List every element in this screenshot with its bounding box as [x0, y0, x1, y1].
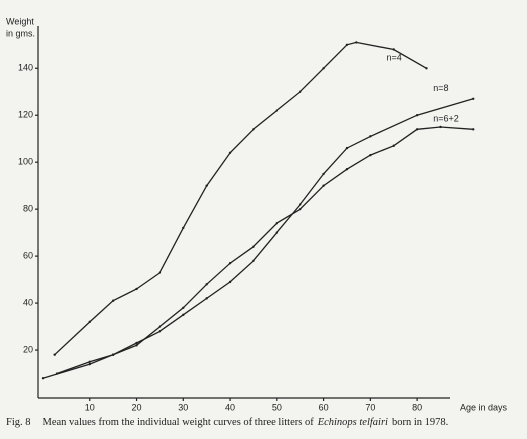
- data-point: [205, 283, 208, 286]
- data-point: [392, 48, 395, 51]
- data-point: [392, 144, 395, 147]
- data-point: [415, 114, 419, 117]
- data-point: [252, 245, 255, 248]
- data-point: [182, 226, 185, 230]
- data-point: [345, 168, 349, 171]
- data-point: [135, 341, 138, 345]
- x-tick-label: 80: [412, 402, 422, 412]
- x-axis-label: Age in days: [460, 402, 508, 412]
- x-tick-label: 50: [272, 402, 282, 412]
- x-tick-label: 60: [319, 402, 329, 412]
- chart: Weight in gms. Age in days 20 40 60 80 100 12…: [6, 16, 508, 412]
- data-point: [322, 67, 325, 70]
- data-point: [415, 128, 419, 131]
- x-tick-label: 70: [365, 402, 375, 412]
- data-point: [345, 43, 349, 46]
- y-axis-label: in gms.: [6, 28, 35, 38]
- data-point: [252, 259, 255, 263]
- series-label: n=8: [433, 83, 448, 93]
- x-tick-label: 10: [85, 402, 95, 412]
- data-point: [299, 90, 302, 93]
- y-tick-label: 100: [18, 157, 33, 167]
- line-series: [42, 98, 474, 379]
- data-point: [228, 151, 232, 154]
- y-tick-label: 20: [23, 344, 33, 354]
- data-point: [55, 372, 59, 375]
- data-point: [322, 184, 325, 187]
- data-point: [158, 325, 162, 328]
- series-label: n=6+2: [433, 114, 459, 124]
- caption-text: born in 1978.: [391, 417, 449, 428]
- y-tick-label: 80: [23, 204, 33, 214]
- y-tick-label: 140: [18, 63, 33, 73]
- data-point: [322, 172, 325, 176]
- data-point: [111, 299, 115, 302]
- caption: Fig. 8 Mean values from the individual we…: [6, 417, 526, 428]
- data-point: [205, 184, 208, 187]
- data-point: [182, 313, 185, 317]
- data-point: [275, 109, 279, 112]
- data-point: [135, 287, 138, 291]
- data-point: [53, 353, 56, 356]
- y-tick-label: 120: [18, 110, 33, 120]
- caption-species: Echinops telfairi: [317, 417, 388, 428]
- data-point: [228, 280, 232, 284]
- y-tick-label: 60: [23, 250, 33, 260]
- caption-text: Mean values from the individual weight c…: [42, 417, 314, 428]
- data-point: [369, 153, 372, 157]
- data-point: [275, 231, 279, 234]
- data-point: [369, 135, 372, 138]
- data-point: [472, 128, 475, 131]
- data-point: [425, 67, 428, 70]
- data-point: [158, 330, 162, 333]
- data-point: [299, 207, 302, 211]
- y-axis-label: Weight: [6, 16, 34, 26]
- line-series: [56, 126, 474, 375]
- y-tick-label: 40: [23, 297, 33, 307]
- data-point: [472, 97, 475, 100]
- x-tick-label: 40: [225, 402, 235, 412]
- data-point: [182, 306, 185, 309]
- data-point: [135, 344, 138, 347]
- series-label: n=4: [386, 53, 401, 63]
- data-point: [228, 261, 232, 265]
- line-series: [54, 41, 427, 356]
- data-point: [439, 125, 442, 129]
- data-point: [205, 297, 208, 300]
- data-point: [88, 320, 91, 324]
- data-point: [88, 362, 91, 366]
- data-point: [252, 128, 255, 131]
- x-tick-label: 20: [132, 402, 142, 412]
- data-point: [158, 271, 162, 274]
- figure-label: Fig. 8: [6, 417, 31, 428]
- data-point: [41, 377, 45, 380]
- data-point: [111, 353, 115, 356]
- data-point: [88, 360, 91, 363]
- x-tick-label: 30: [178, 402, 188, 412]
- data-point: [345, 146, 349, 150]
- data-point: [355, 41, 358, 44]
- data-point: [299, 203, 302, 206]
- data-point: [275, 222, 279, 225]
